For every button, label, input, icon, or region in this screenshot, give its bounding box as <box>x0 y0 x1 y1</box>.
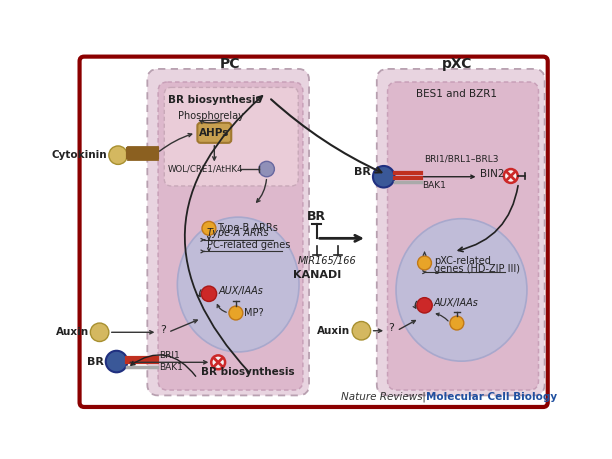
Ellipse shape <box>177 217 299 352</box>
FancyBboxPatch shape <box>158 82 303 390</box>
Text: AHPs: AHPs <box>199 128 230 138</box>
Text: MP?: MP? <box>244 308 264 318</box>
FancyBboxPatch shape <box>147 69 309 395</box>
Text: pXC-related: pXC-related <box>434 257 491 266</box>
Circle shape <box>417 256 431 270</box>
Text: BR biosynthesis: BR biosynthesis <box>168 95 262 105</box>
Text: Auxin: Auxin <box>56 327 89 337</box>
Text: BR: BR <box>86 357 103 367</box>
Circle shape <box>106 351 127 372</box>
Text: BR: BR <box>354 167 371 177</box>
Text: KANADI: KANADI <box>293 269 341 280</box>
Text: ?: ? <box>160 325 166 335</box>
Text: BAK1: BAK1 <box>159 363 183 372</box>
Ellipse shape <box>396 218 527 361</box>
FancyBboxPatch shape <box>387 82 539 390</box>
Text: BAK1: BAK1 <box>422 181 446 190</box>
Text: BRI1: BRI1 <box>159 351 180 360</box>
Text: PC: PC <box>220 56 240 71</box>
Text: Nature Reviews: Nature Reviews <box>341 392 423 402</box>
Text: BIN2: BIN2 <box>480 169 504 179</box>
FancyBboxPatch shape <box>80 56 548 407</box>
Text: pXC: pXC <box>442 56 472 71</box>
Circle shape <box>91 323 109 341</box>
Text: |: | <box>419 391 430 402</box>
Text: BR: BR <box>307 210 326 223</box>
Text: BES1 and BZR1: BES1 and BZR1 <box>416 89 498 99</box>
Text: BRI1/BRL1–BRL3: BRI1/BRL1–BRL3 <box>425 155 499 163</box>
Text: Auxin: Auxin <box>317 326 350 336</box>
Circle shape <box>450 316 464 330</box>
Text: AUX/IAAs: AUX/IAAs <box>218 286 263 297</box>
Text: genes (HD-ZIP III): genes (HD-ZIP III) <box>434 264 520 274</box>
FancyBboxPatch shape <box>377 69 545 395</box>
Text: ?: ? <box>389 324 394 333</box>
Circle shape <box>109 146 127 164</box>
Circle shape <box>373 166 395 188</box>
Text: AUX/IAAs: AUX/IAAs <box>434 298 479 308</box>
Circle shape <box>352 321 371 340</box>
Circle shape <box>417 297 432 313</box>
Text: Type-A ARRs: Type-A ARRs <box>207 228 269 238</box>
FancyBboxPatch shape <box>198 123 231 143</box>
Text: MIR165/166: MIR165/166 <box>298 257 357 266</box>
Text: PC-related genes: PC-related genes <box>207 240 291 250</box>
Circle shape <box>259 162 274 177</box>
Text: WOL/CRE1/AtHK4: WOL/CRE1/AtHK4 <box>167 164 243 174</box>
Text: BR biosynthesis: BR biosynthesis <box>201 367 294 377</box>
Text: Cytokinin: Cytokinin <box>51 150 107 160</box>
Circle shape <box>202 221 216 235</box>
Circle shape <box>229 306 243 320</box>
Text: Type-B ARRs: Type-B ARRs <box>217 224 278 233</box>
Text: Molecular Cell Biology: Molecular Cell Biology <box>426 392 557 402</box>
Text: Phosphorelay: Phosphorelay <box>177 111 244 121</box>
Circle shape <box>211 355 225 369</box>
Circle shape <box>504 169 518 183</box>
Circle shape <box>201 286 217 302</box>
FancyBboxPatch shape <box>164 87 298 186</box>
